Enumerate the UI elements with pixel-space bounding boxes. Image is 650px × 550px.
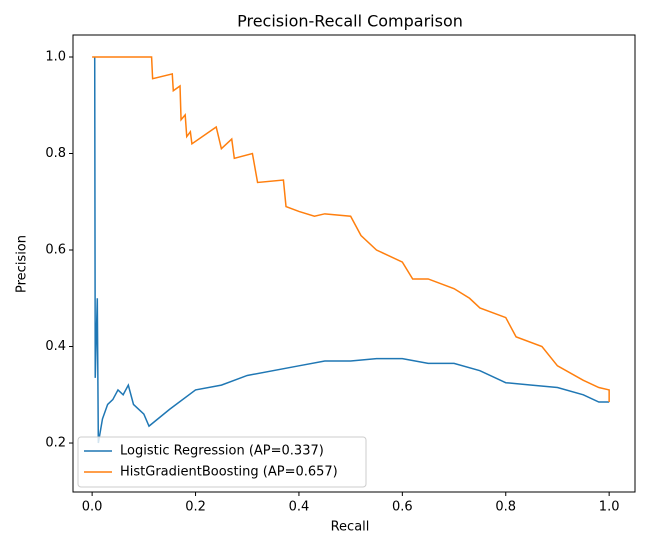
chart-title: Precision-Recall Comparison bbox=[237, 12, 463, 31]
plot-frame bbox=[72, 34, 636, 493]
y-tick-label: 1.0 bbox=[45, 50, 66, 65]
x-tick-label: 0.2 bbox=[185, 500, 206, 515]
legend-frame bbox=[77, 436, 367, 488]
legend-label: HistGradientBoosting (AP=0.657) bbox=[120, 465, 338, 480]
y-tick-label: 0.6 bbox=[45, 243, 66, 258]
legend-label: Logistic Regression (AP=0.337) bbox=[120, 444, 324, 459]
y-tick-label: 0.2 bbox=[45, 436, 66, 451]
x-tick-label: 0.6 bbox=[392, 500, 413, 515]
line bbox=[92, 56, 610, 403]
x-tick-label: 0.8 bbox=[495, 500, 516, 515]
y-axis-label: Precision bbox=[15, 235, 30, 293]
y-tick-label: 0.8 bbox=[45, 146, 66, 161]
x-tick-label: 0.0 bbox=[82, 500, 103, 515]
x-axis-label: Recall bbox=[331, 520, 370, 535]
line bbox=[93, 57, 610, 444]
x-tick-label: 1.0 bbox=[599, 500, 620, 515]
x-tick-label: 0.4 bbox=[289, 500, 310, 515]
y-tick-label: 0.4 bbox=[45, 339, 66, 354]
